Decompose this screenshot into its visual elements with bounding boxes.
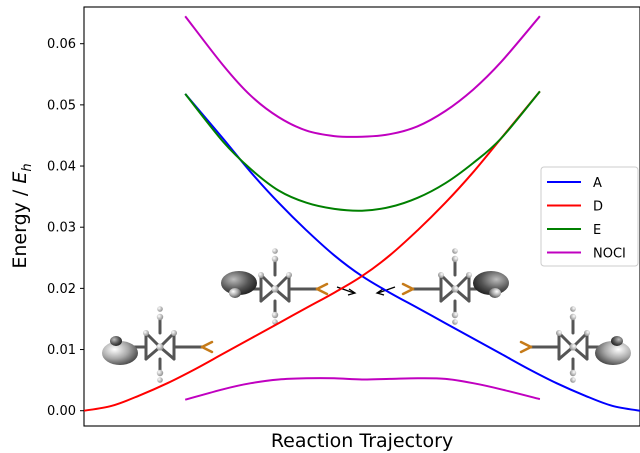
molecule-orbital-right [519,304,631,385]
y-axis-label-symbol: E [9,172,31,184]
legend-label: NOCI [593,247,626,262]
series-layer [83,15,640,412]
series-line-d-1 [83,90,541,412]
y-tick-label: 0.06 [47,37,76,52]
y-tick-label: 0.05 [47,98,76,113]
molecule-orbital-center-right [401,246,509,327]
legend: ADE NOCI [540,166,639,267]
y-axis-label: Energy / Eh [9,163,35,268]
y-tick-label: 0.01 [47,343,76,358]
y-tick-label: 0.00 [47,404,76,419]
molecule-orbital-center-left [221,246,329,327]
y-axis-label-main: Energy / [9,184,31,269]
x-axis-label: Reaction Trajectory [271,430,453,452]
series-line-noci-3 [184,15,541,138]
y-axis: 0.00 0.01 0.02 0.03 0.04 0.05 0.06 [47,37,84,419]
series-line-a-0 [184,93,640,412]
legend-label: A [593,176,602,191]
y-tick-label: 0.02 [47,282,76,297]
legend-label: E [593,223,601,238]
legend-label: D [593,200,603,215]
y-axis-label-subscript: h [20,163,35,171]
molecule-orbital-left [102,304,214,385]
y-tick-label: 0.03 [47,221,76,236]
series-line-e-2 [184,90,541,212]
legend-box [540,166,639,267]
y-tick-label: 0.04 [47,160,76,175]
series-line-noci-4 [184,377,541,401]
